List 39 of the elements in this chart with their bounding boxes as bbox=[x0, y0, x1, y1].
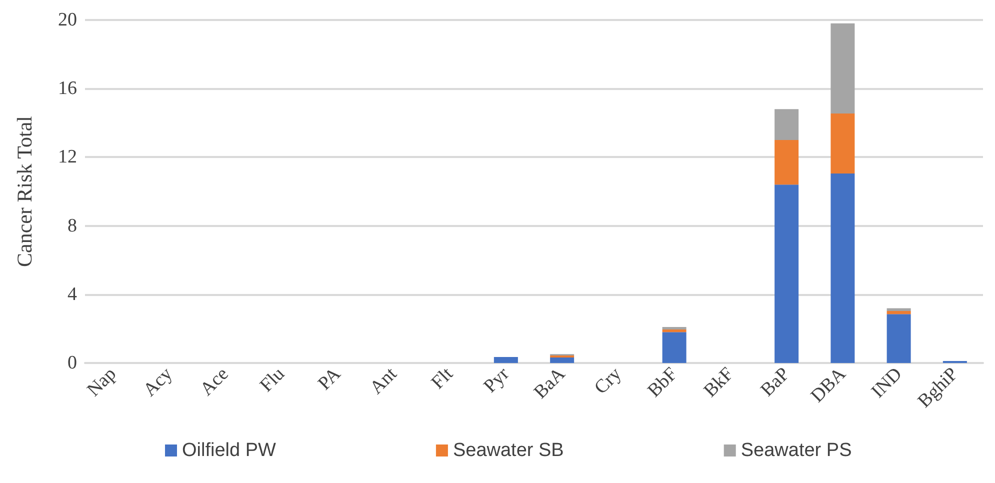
x-tick-label: IND bbox=[868, 364, 906, 402]
bar bbox=[830, 23, 855, 114]
x-tick-label: Flt bbox=[427, 363, 458, 394]
bar bbox=[550, 358, 574, 363]
bar bbox=[830, 113, 855, 174]
legend-label: Oilfield PW bbox=[182, 440, 276, 461]
bar bbox=[662, 326, 686, 330]
x-tick-label: BbF bbox=[644, 364, 682, 402]
bar bbox=[662, 332, 686, 363]
bar bbox=[494, 357, 518, 363]
x-tick-label: Flu bbox=[256, 363, 290, 396]
y-tick-label: 16 bbox=[58, 78, 77, 100]
y-tick-label: 0 bbox=[68, 352, 77, 374]
x-tick-label: Cry bbox=[590, 363, 626, 399]
y-tick-label: 12 bbox=[58, 146, 77, 168]
bar bbox=[886, 311, 911, 314]
bar bbox=[774, 109, 799, 140]
x-tick-label: Nap bbox=[83, 364, 120, 401]
x-tick-label: BaP bbox=[756, 364, 794, 401]
y-tick-label: 4 bbox=[68, 284, 78, 305]
bar bbox=[662, 330, 686, 332]
bar bbox=[830, 173, 855, 363]
bar bbox=[886, 308, 911, 312]
bar bbox=[774, 140, 799, 185]
x-tick-label: Acy bbox=[139, 363, 177, 401]
legend-label: Seawater SB bbox=[452, 440, 564, 461]
bar bbox=[886, 314, 911, 363]
bar bbox=[774, 184, 799, 363]
x-tick-label: Ace bbox=[196, 364, 233, 400]
y-tick-label: 20 bbox=[58, 10, 77, 30]
x-tick-label: BaA bbox=[530, 363, 570, 404]
legend-label: Seawater PS bbox=[740, 440, 852, 461]
x-tick-label: Pyr bbox=[480, 363, 514, 398]
y-axis-title: Cancer Risk Total bbox=[12, 116, 36, 267]
bar bbox=[550, 355, 574, 358]
y-tick-label: 8 bbox=[68, 215, 77, 236]
x-tick-label: Ant bbox=[366, 363, 402, 399]
x-tick-label: PA bbox=[314, 363, 346, 394]
x-tick-label: BkF bbox=[700, 364, 738, 402]
